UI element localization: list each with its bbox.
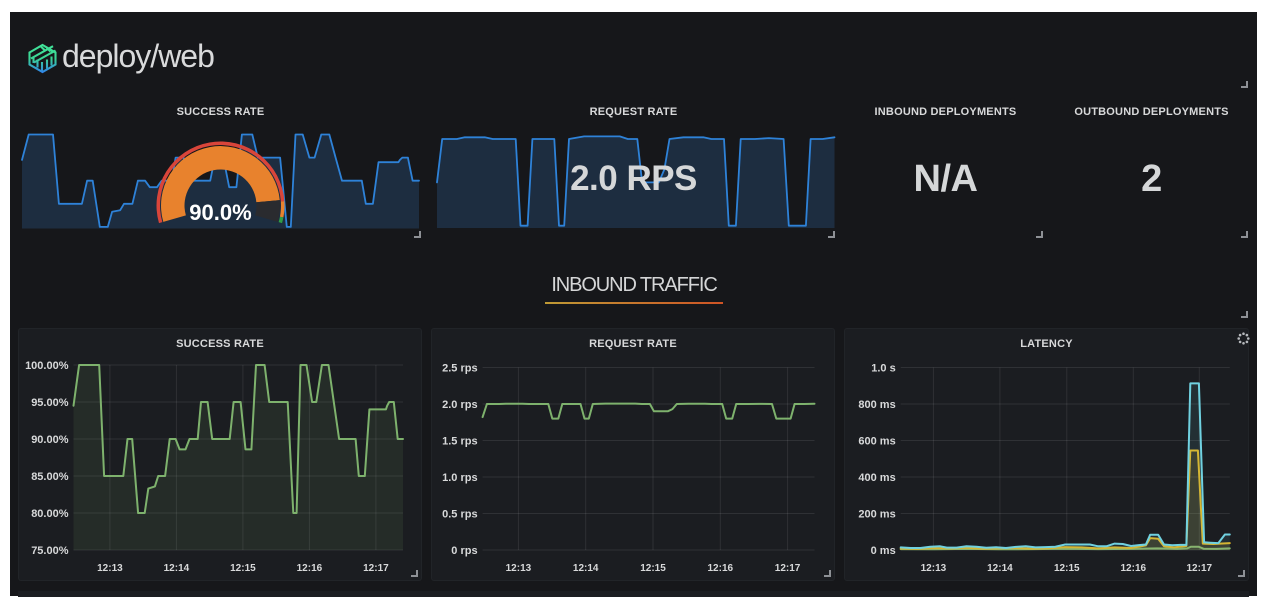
svg-text:0.5 rps: 0.5 rps [442,509,477,521]
svg-text:12:16: 12:16 [1121,563,1147,574]
svg-text:12:14: 12:14 [573,563,599,574]
svg-text:90.0%: 90.0% [189,200,251,225]
svg-text:12:13: 12:13 [506,563,532,574]
svg-text:12:15: 12:15 [1054,563,1080,574]
svg-text:12:14: 12:14 [164,563,190,574]
svg-text:12:17: 12:17 [775,563,801,574]
svg-text:0 ms: 0 ms [871,545,896,557]
svg-text:75.00%: 75.00% [31,545,69,557]
svg-text:0 rps: 0 rps [451,545,477,557]
svg-text:12:15: 12:15 [230,563,256,574]
svg-text:12:16: 12:16 [297,563,323,574]
svg-text:1.0 rps: 1.0 rps [442,472,477,484]
svg-text:12:17: 12:17 [1187,563,1213,574]
svg-text:85.00%: 85.00% [31,471,69,483]
svg-text:12:13: 12:13 [921,563,947,574]
svg-text:2.5 rps: 2.5 rps [442,363,477,375]
svg-text:12:13: 12:13 [97,563,123,574]
svg-text:12:17: 12:17 [363,563,389,574]
svg-text:800 ms: 800 ms [858,399,895,411]
svg-text:100.00%: 100.00% [25,360,69,372]
svg-text:90.00%: 90.00% [31,434,69,446]
svg-text:2.0 rps: 2.0 rps [442,399,477,411]
svg-text:400 ms: 400 ms [858,472,895,484]
svg-text:12:16: 12:16 [708,563,734,574]
svg-text:200 ms: 200 ms [858,509,895,521]
svg-text:600 ms: 600 ms [858,436,895,448]
svg-text:1.0 s: 1.0 s [871,363,895,375]
svg-text:80.00%: 80.00% [31,508,69,520]
svg-text:95.00%: 95.00% [31,397,69,409]
svg-text:12:15: 12:15 [640,563,666,574]
svg-text:12:14: 12:14 [987,563,1013,574]
svg-text:1.5 rps: 1.5 rps [442,436,477,448]
